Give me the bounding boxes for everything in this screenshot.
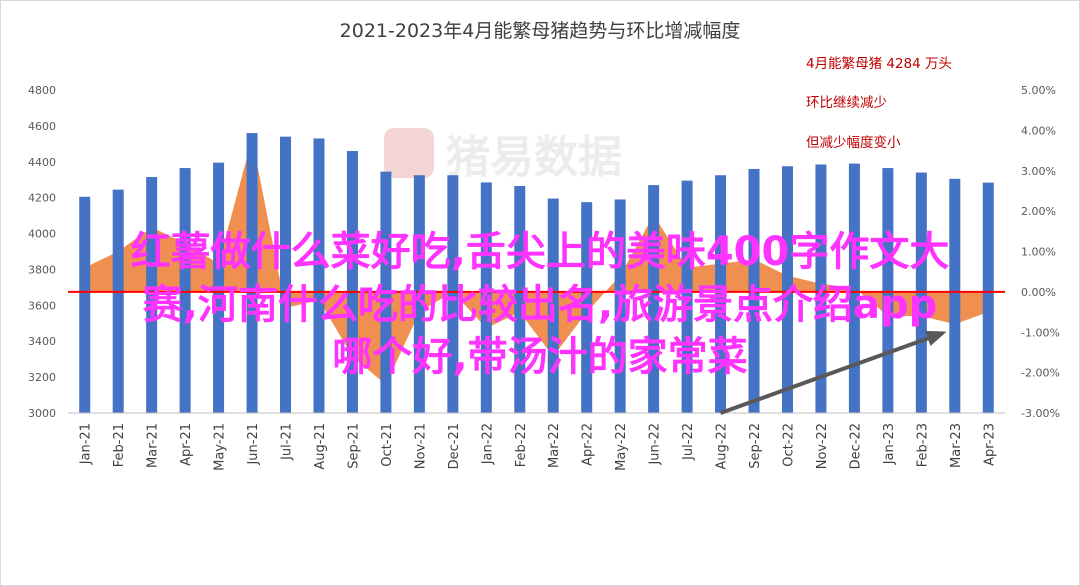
bar-Jul-21 <box>280 136 292 413</box>
trend-arrow-head-icon <box>925 330 947 346</box>
bar-Jan-22 <box>480 182 492 413</box>
trend-arrow-line <box>719 331 944 415</box>
x-tick-label: Dec-22 <box>848 423 863 469</box>
bar-Feb-21 <box>112 189 124 413</box>
y-right-tick-label: 0.00% <box>1021 286 1056 299</box>
bar-Jan-21 <box>79 196 91 413</box>
bar-Nov-21 <box>413 175 425 413</box>
y-left-tick-label: 3200 <box>28 371 56 384</box>
overlay-text-line-3: 哪个好,带汤汁的家常菜 <box>332 334 748 380</box>
y-left-tick-label: 4400 <box>28 156 56 169</box>
bar-Jul-22 <box>681 180 693 413</box>
y-left-tick-label: 4800 <box>28 84 56 97</box>
bar-May-21 <box>213 162 225 413</box>
x-tick-label: May-21 <box>213 423 228 471</box>
bar-Mar-22 <box>547 198 559 413</box>
x-tick-label: Dec-21 <box>447 423 462 469</box>
x-tick-label: Feb-23 <box>915 423 930 467</box>
overlay-text-line-2: 赛,河南什么吃的比较出名,旅游景点介绍app <box>142 282 938 328</box>
x-tick-label: Mar-23 <box>949 423 964 468</box>
chart-title: 2021-2023年4月能繁母猪趋势与环比增减幅度 <box>339 20 741 42</box>
y-right-tick-label: 2.00% <box>1021 205 1056 218</box>
y-right-tick-label: -3.00% <box>1021 407 1060 420</box>
x-tick-label: Jan-22 <box>480 423 495 465</box>
x-tick-label: Apr-21 <box>179 423 194 466</box>
watermark-text: 猪易数据 <box>446 132 622 183</box>
x-tick-label: Jan-21 <box>79 423 94 465</box>
mom-change-area <box>84 138 989 385</box>
y-right-tick-label: -2.00% <box>1021 367 1060 380</box>
x-tick-label: Aug-22 <box>715 423 730 470</box>
bar-Jan-23 <box>882 168 894 413</box>
x-tick-label: Jun-21 <box>246 423 261 466</box>
x-tick-label: May-22 <box>614 423 629 471</box>
y-right-tick-label: 1.00% <box>1021 246 1056 259</box>
overlay-text-line-1: 红薯做什么菜好吃,舌尖上的美味400字作文大 <box>130 229 950 275</box>
y-left-tick-label: 3800 <box>28 263 56 276</box>
y-left-tick-label: 3600 <box>28 299 56 312</box>
x-tick-label: Feb-21 <box>112 423 127 467</box>
bar-Dec-21 <box>447 175 459 413</box>
bar-Oct-22 <box>781 166 793 413</box>
x-tick-label: Sep-21 <box>346 423 361 469</box>
x-tick-label: Oct-21 <box>380 423 395 467</box>
bar-Sep-21 <box>346 151 358 413</box>
bar-Dec-22 <box>848 163 860 413</box>
x-tick-label: Apr-22 <box>581 423 596 466</box>
annotation-line-2: 环比继续减少 <box>806 95 887 111</box>
y-right-tick-label: 4.00% <box>1021 124 1056 137</box>
x-tick-label: Aug-21 <box>313 423 328 470</box>
x-tick-label: Jun-22 <box>648 423 663 466</box>
y-left-tick-label: 3000 <box>28 407 56 420</box>
x-tick-label: Nov-21 <box>413 423 428 469</box>
bar-Jun-21 <box>246 133 258 414</box>
watermark-logo-icon <box>384 128 434 178</box>
x-tick-label: Jan-23 <box>882 423 897 465</box>
bar-Jun-22 <box>648 185 660 413</box>
bar-Nov-22 <box>815 164 827 413</box>
y-right-tick-label: 3.00% <box>1021 165 1056 178</box>
bar-Apr-21 <box>179 168 191 413</box>
x-tick-label: Feb-22 <box>514 423 529 467</box>
bar-Apr-22 <box>581 202 593 413</box>
annotation-line-1: 4月能繁母猪 4284 万头 <box>806 56 953 72</box>
y-left-tick-label: 4600 <box>28 120 56 133</box>
y-left-tick-label: 4200 <box>28 192 56 205</box>
x-tick-label: Mar-22 <box>547 423 562 468</box>
x-tick-label: Jul-21 <box>280 423 295 461</box>
bar-Apr-23 <box>982 182 994 413</box>
y-left-tick-label: 4000 <box>28 228 56 241</box>
bar-Aug-22 <box>715 175 727 413</box>
x-tick-label: Nov-22 <box>815 423 830 469</box>
x-tick-label: Apr-23 <box>982 423 997 466</box>
y-right-tick-label: 5.00% <box>1021 84 1056 97</box>
y-right-tick-label: -1.00% <box>1021 326 1060 339</box>
x-tick-label: Sep-22 <box>748 423 763 469</box>
x-tick-label: Jul-22 <box>681 423 696 461</box>
bar-Mar-23 <box>949 178 961 413</box>
bar-Feb-22 <box>514 186 526 413</box>
x-tick-label: Oct-22 <box>781 423 796 467</box>
bar-Mar-21 <box>146 177 158 413</box>
y-left-tick-label: 3400 <box>28 335 56 348</box>
annotation-line-3: 但减少幅度变小 <box>806 135 901 151</box>
x-tick-label: Mar-21 <box>146 423 161 468</box>
bar-Aug-21 <box>313 138 325 413</box>
bar-May-22 <box>614 199 626 413</box>
